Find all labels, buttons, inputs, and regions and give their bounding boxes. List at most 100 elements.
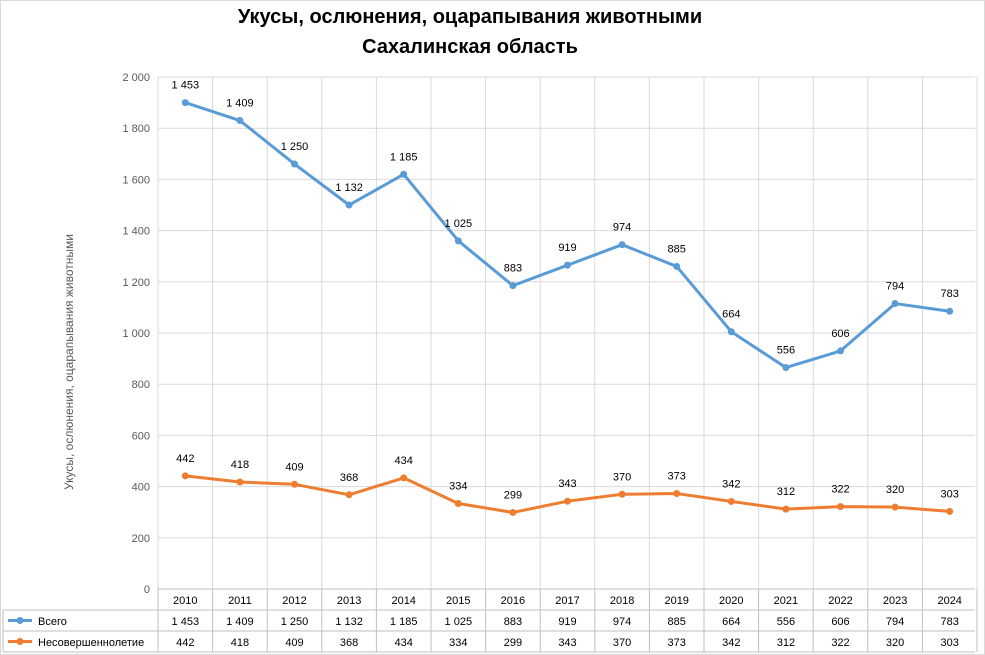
data-point [236,117,244,125]
x-tick-label: 2015 [446,595,470,607]
x-tick-label: 2014 [391,595,415,607]
data-point [727,328,735,336]
data-point [564,261,571,269]
y-tick-label: 1 800 [122,123,150,135]
y-tick-label: 2 000 [122,72,150,84]
data-label: 373 [668,471,686,483]
y-tick-label: 1 200 [122,277,150,289]
data-label: 320 [886,484,904,496]
y-tick-label: 1 000 [122,328,150,340]
data-point [454,237,462,245]
table-cell: 783 [941,616,959,628]
data-label: 418 [231,459,249,471]
data-point [782,364,790,372]
x-tick-label: 2013 [337,595,361,607]
data-label: 919 [558,242,576,254]
data-point [727,497,735,505]
table-cell: 883 [504,616,522,628]
table-cell: 974 [613,616,631,628]
table-cell: 606 [831,616,849,628]
y-tick-label: 800 [132,379,150,391]
data-label: 434 [395,455,413,467]
data-label: 342 [722,478,740,490]
x-tick-label: 2017 [555,595,579,607]
data-label: 312 [777,486,795,498]
table-cell: 343 [558,637,576,649]
table-cell: 1 453 [172,616,200,628]
chart-title: Укусы, ослюнения, оцарапывания животными [237,6,703,28]
data-label: 885 [668,243,686,255]
data-label: 322 [831,484,849,496]
data-point [891,300,899,308]
data-label: 556 [777,345,795,357]
table-cell: 1 025 [445,616,473,628]
table-cell: 334 [449,637,467,649]
x-tick-label: 2012 [282,595,306,607]
data-point [454,499,462,507]
table-cell: 373 [668,637,686,649]
x-tick-label: 2024 [937,595,961,607]
table-cell: 299 [504,637,522,649]
x-tick-label: 2011 [228,595,252,607]
data-label: 783 [941,288,959,300]
data-point [181,472,189,480]
x-tick-label: 2010 [173,595,197,607]
table-cell: 885 [668,616,686,628]
y-tick-label: 0 [144,584,150,596]
table-cell: 794 [886,616,904,628]
table-cell: 303 [941,637,959,649]
data-point [891,503,899,511]
data-point [400,170,408,178]
table-cell: 1 250 [281,616,309,628]
table-cell: 1 132 [335,616,363,628]
data-label: 794 [886,281,904,293]
table-cell: 442 [176,637,194,649]
data-point [509,508,517,516]
data-label: 299 [504,489,522,501]
y-tick-label: 1 600 [122,174,150,186]
data-label: 1 409 [226,98,254,110]
x-tick-label: 2023 [883,595,907,607]
x-tick-label: 2022 [828,595,852,607]
table-cell: 664 [722,616,740,628]
data-label: 974 [613,222,631,234]
x-tick-label: 2018 [610,595,634,607]
data-point [181,99,189,107]
legend-key-marker [16,617,24,624]
data-label: 1 250 [281,141,309,153]
data-label: 1 453 [172,80,200,92]
table-cell: 322 [831,637,849,649]
data-point [673,262,681,270]
y-tick-label: 400 [132,482,150,494]
data-point [618,241,626,249]
data-label: 303 [941,488,959,500]
table-cell: 1 185 [390,616,418,628]
table-cell: 434 [395,637,413,649]
data-point [782,505,790,513]
data-label: 370 [613,471,631,483]
data-point [564,497,571,505]
data-point [618,490,626,498]
table-cell: 418 [231,637,249,649]
table-cell: 1 409 [226,616,254,628]
table-cell: 312 [777,637,795,649]
data-point [509,282,517,290]
data-label: 1 185 [390,151,418,163]
table-cell: 368 [340,637,358,649]
data-label: 664 [722,309,740,321]
table-cell: 370 [613,637,631,649]
table-cell: 409 [285,637,303,649]
data-point [345,491,353,499]
data-label: 368 [340,472,358,484]
data-point [345,201,353,209]
table-cell: 320 [886,637,904,649]
data-label: 409 [285,461,303,473]
data-label: 1 025 [445,218,473,230]
data-label: 1 132 [335,182,363,194]
data-point [946,307,954,315]
y-tick-label: 1 400 [122,226,150,238]
legend-entry: Несовершеннолетие [38,637,144,649]
data-label: 606 [831,328,849,340]
legend-key-marker [16,638,24,645]
